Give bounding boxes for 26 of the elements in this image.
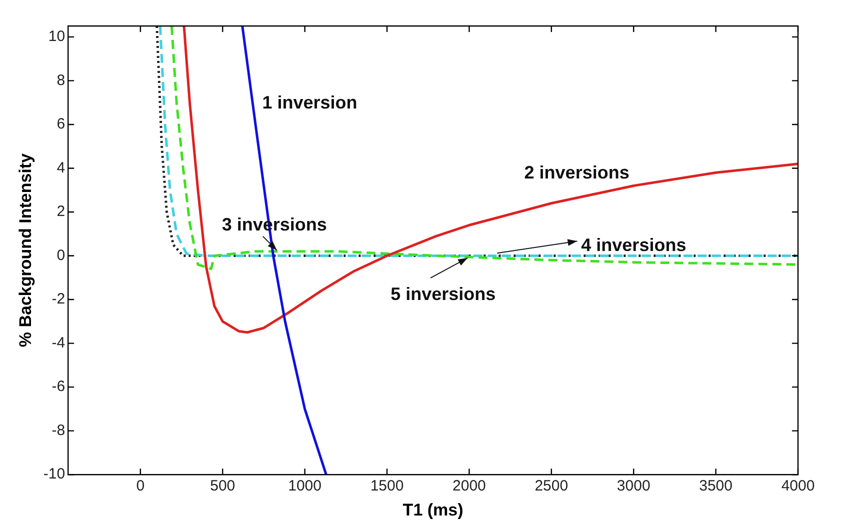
x-tick-label: 1000 xyxy=(288,478,322,495)
y-tick-label: -2 xyxy=(52,290,66,308)
x-tick-label: 2000 xyxy=(452,478,486,495)
y-tick-label: -8 xyxy=(52,422,66,439)
annotation: 2 inversions xyxy=(524,162,630,182)
y-tick-label: 0 xyxy=(56,246,66,264)
y-tick-label: 6 xyxy=(56,116,66,133)
x-tick-label: 2500 xyxy=(534,478,568,495)
x-tick-label: 500 xyxy=(210,478,236,495)
x-axis-title: T1 (ms) xyxy=(402,500,464,520)
y-tick-label: -6 xyxy=(52,378,66,396)
x-tick-label: 4000 xyxy=(781,478,815,495)
y-tick-label: -10 xyxy=(43,466,66,483)
y-tick-label: 10 xyxy=(48,28,66,46)
y-tick-label: 2 xyxy=(56,203,66,220)
annotation: 5 inversions xyxy=(390,284,496,304)
x-tick-label: 3500 xyxy=(699,478,732,495)
y-tick-label: 4 xyxy=(56,159,66,176)
annotation: 1 inversion xyxy=(262,92,358,113)
x-tick-label: 0 xyxy=(136,478,145,495)
x-tick-label: 1500 xyxy=(370,478,404,495)
y-axis-title: % Background Intensity xyxy=(16,152,35,348)
y-tick-label: -4 xyxy=(52,334,66,352)
y-tick-label: 8 xyxy=(56,72,66,89)
x-tick-label: 3000 xyxy=(616,478,650,495)
annotation: 4 inversions xyxy=(581,235,686,256)
